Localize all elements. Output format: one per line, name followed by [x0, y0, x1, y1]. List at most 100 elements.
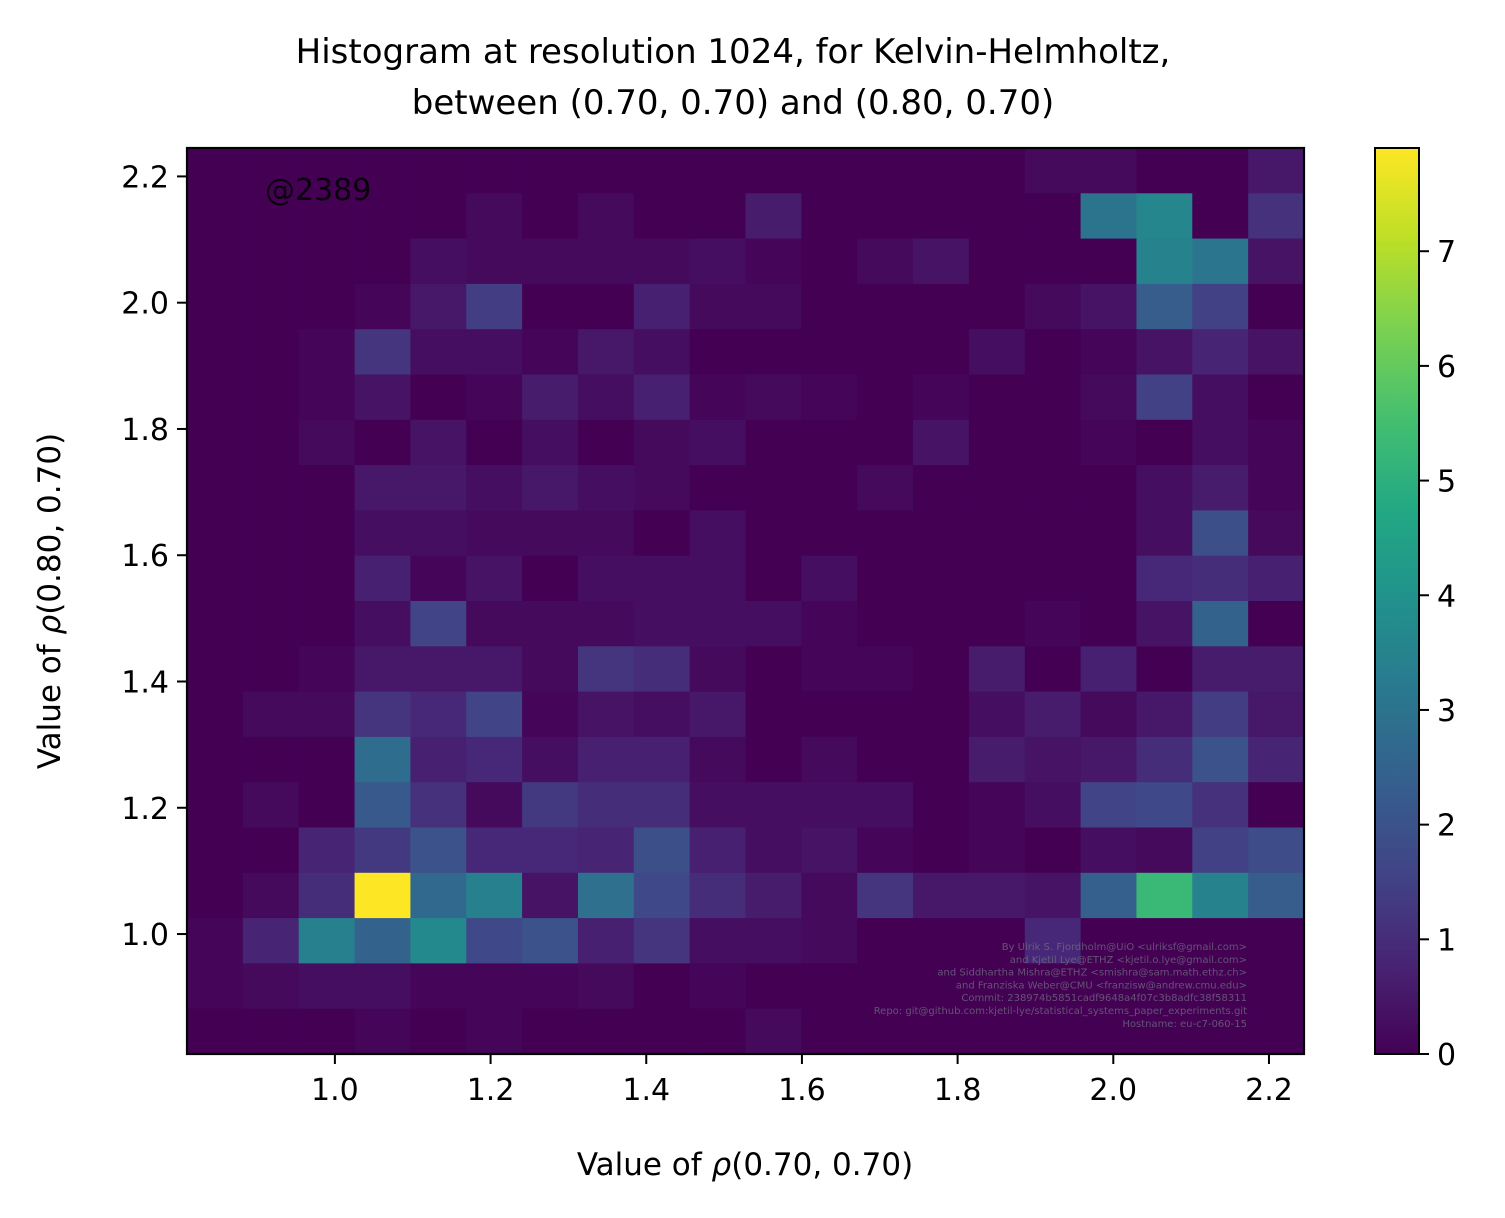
heatmap-cell [187, 736, 244, 783]
heatmap-cell [801, 872, 858, 919]
chart-title-line2: between (0.70, 0.70) and (0.80, 0.70) [412, 83, 1055, 123]
heatmap-cell [801, 918, 858, 964]
heatmap-cell [577, 329, 635, 376]
heatmap-cell [633, 963, 691, 1010]
heatmap-cell [801, 148, 858, 194]
x-axis-label: Value of ρ(0.70, 0.70) [577, 1147, 913, 1183]
heatmap-cell [689, 238, 747, 285]
heatmap-cell [466, 963, 523, 1010]
heatmap-cell [298, 782, 356, 829]
watermark-line: and Kjetil Lye@ETHZ <kjetil.o.lye@gmail.… [1010, 955, 1247, 966]
heatmap-cell [689, 510, 747, 557]
heatmap-cell [745, 238, 802, 285]
heatmap-cell [913, 1008, 970, 1055]
heatmap-cell [577, 918, 635, 964]
heatmap-cell [633, 918, 691, 964]
heatmap-cell [187, 827, 244, 874]
heatmap-cell [187, 329, 244, 376]
heatmap-cell [1080, 601, 1138, 647]
heatmap-cell [801, 374, 858, 421]
heatmap-cell [801, 963, 858, 1010]
heatmap-cell [522, 238, 579, 285]
heatmap-cell [522, 872, 579, 919]
colorbar-tick-label: 1 [1437, 923, 1456, 958]
heatmap-cell [801, 601, 858, 647]
heatmap-cell [689, 283, 747, 330]
y-axis-label-suffix: (0.80, 0.70) [32, 433, 68, 615]
heatmap-cell [298, 963, 356, 1010]
heatmap-cell [801, 827, 858, 874]
watermark-line: By Ulrik S. Fjordholm@UiO <ulriksf@gmail… [1002, 942, 1247, 953]
heatmap-cell [1248, 691, 1305, 738]
heatmap-cell [354, 646, 411, 693]
heatmap-cell [857, 963, 914, 1010]
heatmap-cell [801, 782, 858, 829]
heatmap-cell [1192, 465, 1249, 511]
heatmap-cell [242, 1008, 300, 1055]
heatmap-cell [857, 872, 914, 919]
heatmap-cell [466, 827, 523, 874]
heatmap-cell [242, 193, 300, 240]
heatmap-cell [1024, 963, 1082, 1010]
heatmap-cell [187, 601, 244, 647]
heatmap-cell [354, 601, 411, 647]
y-tick-label: 1.6 [121, 539, 169, 574]
heatmap-cell [1192, 872, 1249, 919]
heatmap-cell [1024, 827, 1082, 874]
heatmap-cell [689, 691, 747, 738]
heatmap-cell [187, 872, 244, 919]
heatmap-cell [522, 283, 579, 330]
heatmap-cell [577, 465, 635, 511]
heatmap-cell [745, 193, 802, 240]
heatmap-cell [689, 782, 747, 829]
heatmap-cell [689, 465, 747, 511]
y-tick-label: 1.8 [121, 413, 169, 448]
heatmap-cell [410, 419, 467, 466]
heatmap-cell [633, 238, 691, 285]
heatmap-cell [1248, 872, 1305, 919]
y-tick-label: 1.0 [121, 918, 169, 953]
heatmap-cell [1248, 465, 1305, 511]
heatmap-cell [1080, 555, 1138, 602]
heatmap-cell [1192, 374, 1249, 421]
colorbar-tick-label: 3 [1437, 694, 1456, 729]
y-axis: 1.0 1.2 1.4 1.6 1.8 2.0 2.2 [121, 160, 187, 953]
heatmap-cell [913, 510, 970, 557]
heatmap-cell [1248, 329, 1305, 376]
heatmap-cell [1248, 193, 1305, 240]
heatmap-cell [689, 827, 747, 874]
heatmap-cell [1080, 329, 1138, 376]
heatmap-cell [1024, 782, 1082, 829]
heatmap-cell [633, 193, 691, 240]
heatmap-cell [410, 1008, 467, 1055]
heatmap-cell [298, 283, 356, 330]
heatmap-cell [577, 646, 635, 693]
heatmap-cell [298, 374, 356, 421]
heatmap-cell [298, 510, 356, 557]
heatmap-cell [1248, 646, 1305, 693]
heatmap-cell [857, 374, 914, 421]
heatmap-cell [1136, 646, 1193, 693]
plot-frame [185, 146, 1306, 1056]
heatmap-cell [466, 329, 523, 376]
heatmap-cell [745, 963, 802, 1010]
heatmap-cell [857, 1008, 914, 1055]
heatmap-cell [1136, 691, 1193, 738]
heatmap-cell [522, 601, 579, 647]
colorbar-tick-label: 4 [1437, 579, 1456, 614]
heatmap-cell [577, 1008, 635, 1055]
heatmap-cell [857, 918, 914, 964]
heatmap-cell [857, 419, 914, 466]
heatmap-cell [745, 646, 802, 693]
heatmap-cell [298, 419, 356, 466]
heatmap-cell [242, 374, 300, 421]
heatmap-cell [1248, 827, 1305, 874]
heatmap-cell [1136, 872, 1193, 919]
heatmap-cell [745, 782, 802, 829]
heatmap-cell [1136, 419, 1193, 466]
heatmap-cell [522, 736, 579, 783]
heatmap-cell [354, 782, 411, 829]
heatmap-cell [1080, 148, 1138, 194]
colorbar-tick-label: 6 [1437, 350, 1456, 385]
heatmap-cell [689, 193, 747, 240]
